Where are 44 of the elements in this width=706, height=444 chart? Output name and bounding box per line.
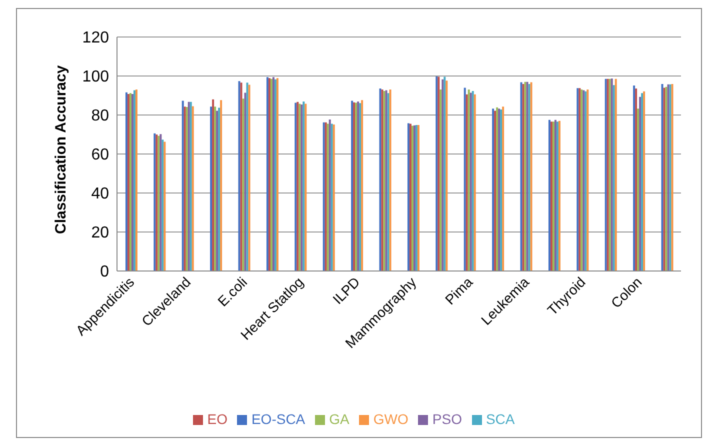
bar [502,106,504,271]
bar [637,108,640,271]
bar [216,110,218,271]
bar [468,89,470,271]
y-tick-label: 20 [91,224,110,242]
y-tick-label: 100 [82,68,110,86]
bar [328,119,331,271]
legend-label: EO [207,411,228,427]
bar [464,88,466,271]
bar [361,100,364,271]
bar [214,106,216,271]
bar [440,89,442,271]
y-tick-label: 120 [82,30,110,47]
bar [242,98,244,271]
bar [389,89,392,271]
y-axis-title: Classification Accuracy [52,64,70,234]
bar [635,88,638,271]
bar [387,93,390,271]
legend-label: GWO [373,411,408,427]
bar [244,92,246,271]
bar [218,108,220,271]
legend-label: SCA [486,411,515,427]
bar [633,86,636,271]
bar [444,76,446,271]
legend-label: EO-SCA [251,411,306,427]
legend-label: GA [329,411,350,427]
bar [614,78,617,271]
bar [210,106,212,271]
bar [220,100,222,271]
bar [466,94,468,271]
y-tick-label: 0 [100,264,110,281]
bar [446,80,448,271]
bar [212,99,214,271]
y-tick-label: 40 [91,186,110,203]
y-tick-label: 80 [91,108,110,125]
bar [442,79,444,271]
bar [661,84,664,271]
bar [182,100,184,271]
bar [612,85,615,271]
bar [474,94,476,271]
bar [192,106,194,271]
y-tick-label: 60 [91,146,110,164]
bar [639,96,642,271]
legend-label: PSO [432,411,462,427]
